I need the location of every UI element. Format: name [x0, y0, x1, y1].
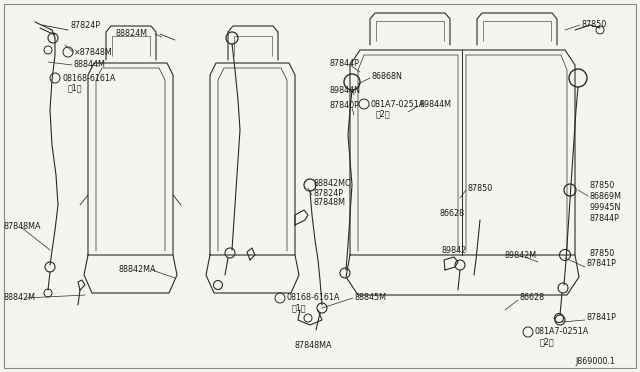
- Text: ×87848M: ×87848M: [74, 48, 113, 57]
- Text: 89844N: 89844N: [330, 86, 361, 94]
- Text: 87844P: 87844P: [330, 58, 360, 67]
- Text: J869000.1: J869000.1: [575, 357, 615, 366]
- Text: 87850: 87850: [590, 180, 615, 189]
- Text: 87841P: 87841P: [587, 314, 617, 323]
- Text: （2）: （2）: [540, 337, 555, 346]
- Text: （1）: （1）: [68, 83, 83, 93]
- Text: 88842M: 88842M: [3, 294, 35, 302]
- Text: （2）: （2）: [376, 109, 390, 119]
- Text: 89842M: 89842M: [505, 250, 537, 260]
- Text: 87850: 87850: [582, 19, 607, 29]
- Text: 87824P: 87824P: [70, 20, 100, 29]
- Text: 86869M: 86869M: [590, 192, 622, 201]
- Text: 87840P: 87840P: [330, 100, 360, 109]
- Text: 88845M: 88845M: [355, 294, 387, 302]
- Text: 08168-6161A: 08168-6161A: [62, 74, 115, 83]
- Text: 88842MC: 88842MC: [314, 179, 351, 187]
- Text: 87841P: 87841P: [587, 260, 617, 269]
- Text: 99945N: 99945N: [590, 202, 621, 212]
- Text: 86628: 86628: [520, 294, 545, 302]
- Text: 08168-6161A: 08168-6161A: [287, 294, 340, 302]
- Text: 87850: 87850: [468, 183, 493, 192]
- Text: （1）: （1）: [292, 304, 307, 312]
- Text: 88844M: 88844M: [73, 60, 105, 68]
- Text: 081A7-0251A: 081A7-0251A: [371, 99, 425, 109]
- Text: 88824M: 88824M: [115, 29, 147, 38]
- Text: 87848M: 87848M: [314, 198, 346, 206]
- Text: 86868N: 86868N: [372, 71, 403, 80]
- Text: 87850: 87850: [590, 248, 615, 257]
- Text: 87844P: 87844P: [590, 214, 620, 222]
- Text: 87848MA: 87848MA: [3, 221, 40, 231]
- Text: 89842: 89842: [442, 246, 467, 254]
- Text: 86628: 86628: [440, 208, 465, 218]
- Text: 88842MA: 88842MA: [118, 266, 156, 275]
- Text: 89844M: 89844M: [420, 99, 452, 109]
- Text: 87824P: 87824P: [314, 189, 344, 198]
- Text: 081A7-0251A: 081A7-0251A: [535, 327, 589, 337]
- Text: 87848MA: 87848MA: [295, 340, 333, 350]
